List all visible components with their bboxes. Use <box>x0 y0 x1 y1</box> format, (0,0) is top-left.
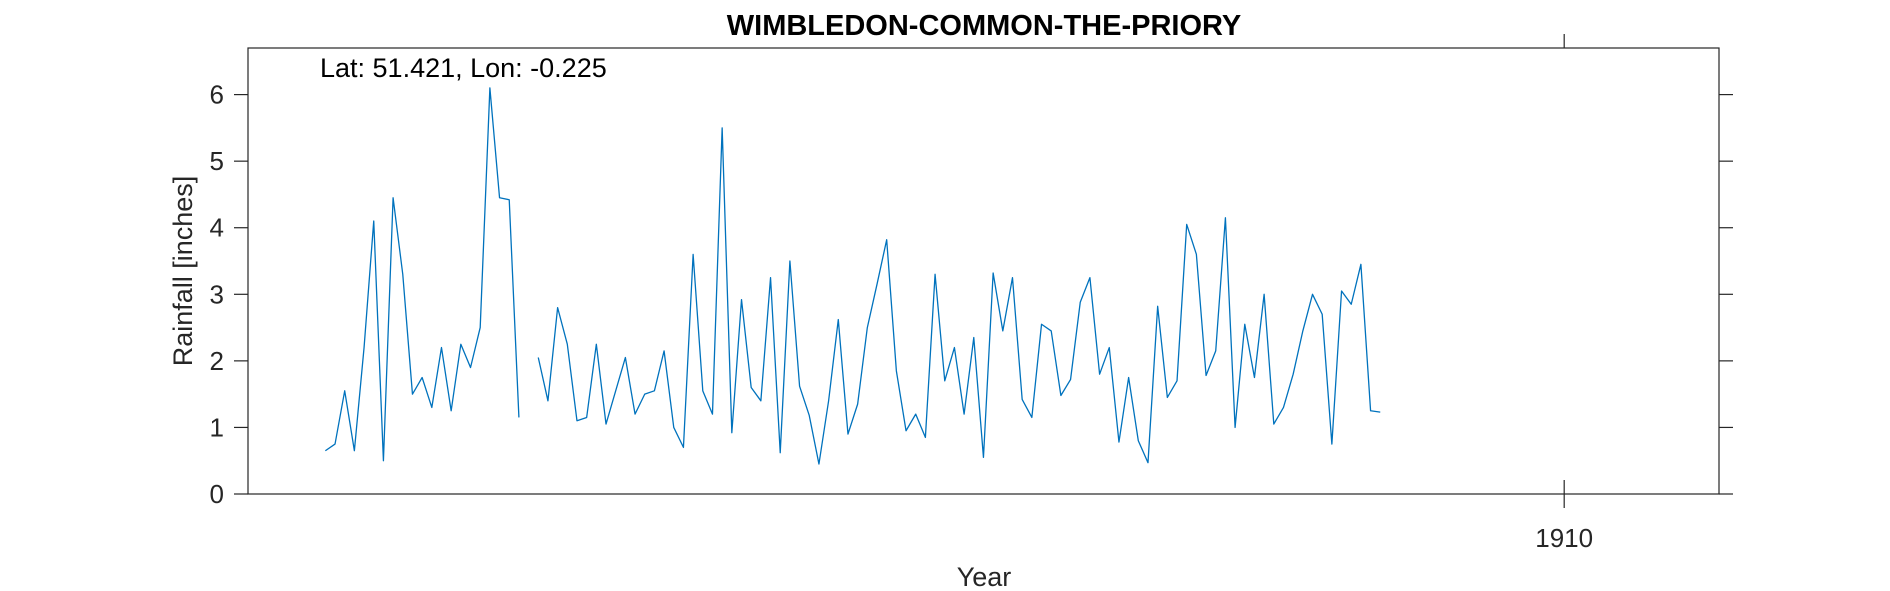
x-axis-label: Year <box>957 562 1012 591</box>
y-tick-label-5: 5 <box>210 146 224 176</box>
series-0-line-segment-0 <box>324 87 520 462</box>
location-annotation: Lat: 51.421, Lon: -0.225 <box>320 53 607 83</box>
series-0-line-segment-1 <box>537 127 1381 465</box>
y-axis-label: Rainfall [inches] <box>168 176 198 367</box>
chart-title: WIMBLEDON-COMMON-THE-PRIORY <box>727 10 1241 42</box>
y-tick-label-6: 6 <box>210 80 224 110</box>
y-tick-label-0: 0 <box>210 479 224 509</box>
y-tick-label-2: 2 <box>210 346 224 376</box>
y-axis-ticks: 0 1 2 3 4 5 6 <box>210 80 1733 509</box>
x-axis-ticks: 1910 <box>1535 34 1593 553</box>
x-tick-label-1910: 1910 <box>1535 523 1593 553</box>
plot-area-frame <box>247 47 1720 495</box>
series-layer <box>324 87 1381 465</box>
y-tick-label-4: 4 <box>210 213 224 243</box>
y-tick-label-3: 3 <box>210 279 224 309</box>
y-tick-label-1: 1 <box>210 412 224 442</box>
